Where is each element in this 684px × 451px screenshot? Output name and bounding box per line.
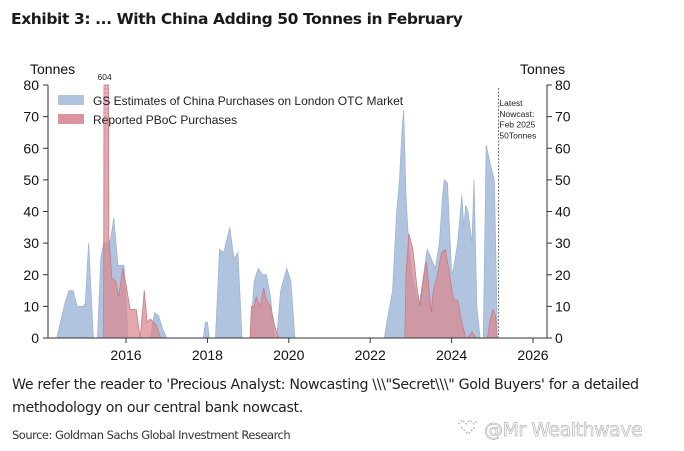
y-tick-label-right: 20	[555, 267, 571, 283]
legend-label: Reported PBoC Purchases	[93, 113, 237, 127]
y-tick-label-right: 30	[555, 235, 571, 251]
y-axis-label-left: Tonnes	[30, 61, 75, 77]
y-tick-label-left: 40	[23, 204, 39, 220]
source-label: Source: Goldman Sachs Global Investment …	[12, 428, 291, 442]
y-tick-label-right: 10	[555, 298, 571, 314]
legend-swatch	[58, 95, 84, 105]
y-tick-label-right: 70	[555, 109, 571, 125]
legend: GS Estimates of China Purchases on Londo…	[58, 94, 404, 127]
y-tick-label-left: 0	[31, 330, 39, 346]
nowcast-label: Nowcast:	[499, 109, 534, 119]
y-tick-label-right: 80	[555, 77, 571, 93]
x-tick-label: 2018	[192, 347, 223, 363]
legend-swatch	[58, 114, 84, 124]
x-tick-label: 2016	[110, 347, 141, 363]
x-tick-label: 2026	[517, 347, 548, 363]
legend-label: GS Estimates of China Purchases on Londo…	[93, 94, 404, 108]
diamond-wave-icon	[456, 418, 480, 441]
x-tick-label: 2022	[355, 347, 386, 363]
y-tick-label-right: 0	[555, 330, 563, 346]
methodology-note: We refer the reader to 'Precious Analyst…	[12, 377, 639, 416]
y-axis-label-right: Tonnes	[520, 61, 565, 77]
y-tick-label-left: 30	[23, 235, 39, 251]
watermark: @Mr Wealthwave	[456, 418, 643, 442]
y-tick-label-left: 70	[23, 109, 39, 125]
peak-value-label: 604	[98, 72, 112, 82]
nowcast-label: Feb 2025	[499, 120, 535, 130]
nowcast-label: 50Tonnes	[499, 130, 536, 140]
y-tick-label-right: 40	[555, 204, 571, 220]
nowcast-label: Latest	[499, 98, 523, 108]
y-tick-label-right: 50	[555, 172, 571, 188]
y-tick-label-left: 50	[23, 172, 39, 188]
watermark-text: @Mr Wealthwave	[484, 419, 643, 442]
x-tick-label: 2020	[273, 347, 304, 363]
y-tick-label-left: 10	[23, 298, 39, 314]
chart-title: Exhibit 3: ... With China Adding 50 Tonn…	[11, 10, 463, 28]
y-tick-label-left: 20	[23, 267, 39, 283]
y-tick-label-right: 60	[555, 140, 571, 156]
y-tick-label-left: 60	[23, 140, 39, 156]
x-tick-label: 2024	[436, 347, 467, 363]
y-tick-label-left: 80	[23, 77, 39, 93]
